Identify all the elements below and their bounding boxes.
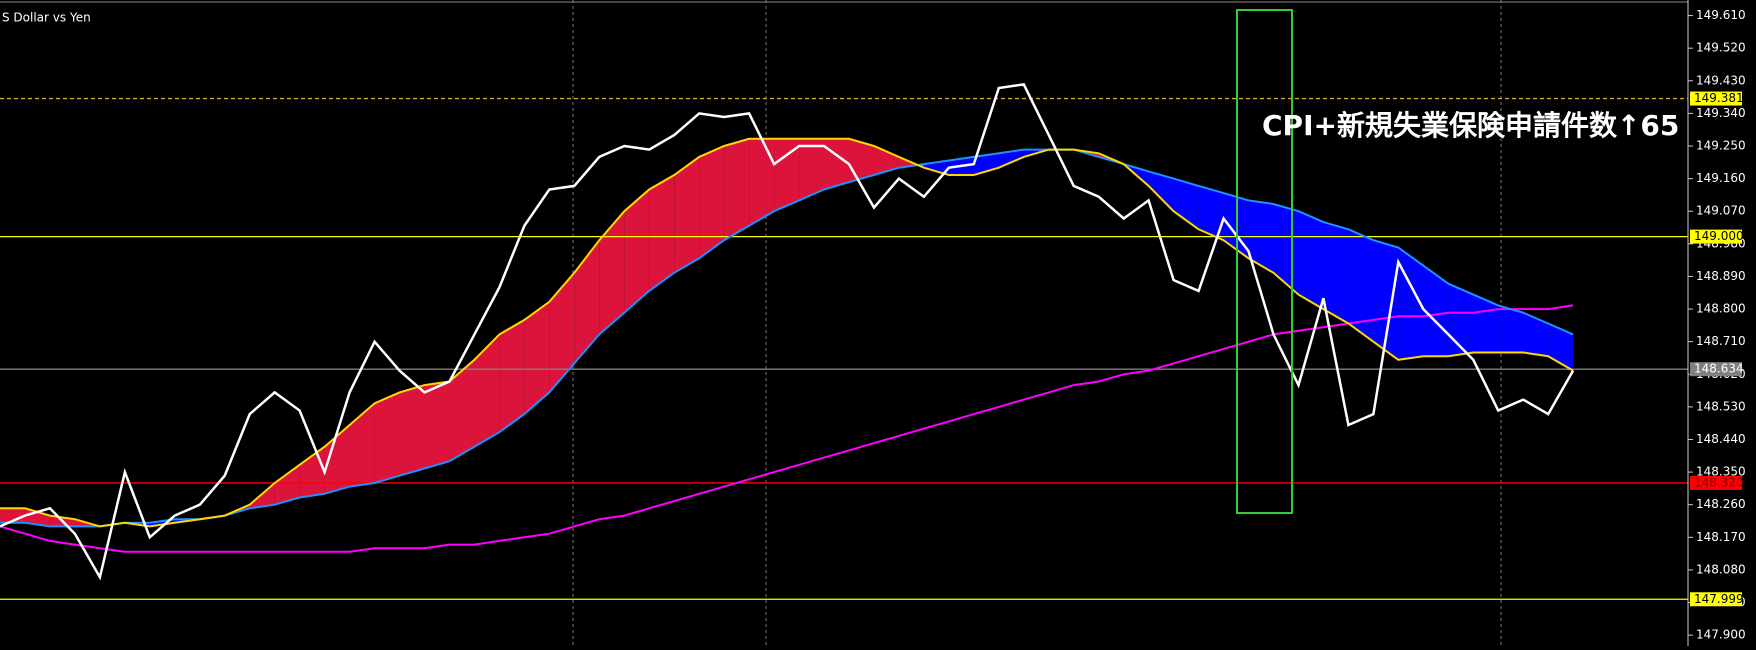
- y-tick-label: 148.890: [1696, 269, 1746, 283]
- y-tick-label: 148.350: [1696, 465, 1746, 479]
- level-label: 147.999: [1694, 592, 1744, 606]
- cloud-fill: [1198, 185, 1224, 241]
- y-tick-label: 149.160: [1696, 171, 1746, 185]
- cloud-fill: [424, 381, 450, 469]
- cloud-fill: [399, 385, 425, 476]
- cloud-fill: [749, 138, 775, 226]
- moving-average: [0, 304, 1574, 553]
- cloud-fill: [799, 138, 825, 201]
- cloud-fill: [574, 240, 600, 364]
- moving-average: [0, 137, 1574, 528]
- cloud-fill: [824, 138, 849, 190]
- y-tick-label: 148.530: [1696, 399, 1746, 413]
- cloud-fill: [499, 319, 525, 433]
- cloud-fill: [1448, 283, 1474, 357]
- level-label-bg: [1690, 229, 1742, 244]
- cloud-fill: [649, 174, 675, 291]
- y-tick-label: 148.080: [1696, 562, 1746, 576]
- level-label-bg: [1690, 475, 1742, 490]
- y-tick-label: 148.710: [1696, 334, 1746, 348]
- cloud-fill: [624, 189, 650, 313]
- cloud-fill: [524, 301, 550, 415]
- level-label: 148.320: [1694, 475, 1744, 489]
- plot-area: [0, 83, 1688, 600]
- cloud-fill: [699, 146, 725, 259]
- cloud-fill: [873, 146, 899, 175]
- y-tick-label: 149.250: [1696, 139, 1746, 153]
- y-tick-label: 149.520: [1696, 41, 1746, 55]
- cloud-fill: [674, 156, 700, 273]
- level-label-bg: [1690, 362, 1742, 377]
- cloud-fill: [1498, 305, 1524, 353]
- chart-title: S Dollar vs Yen: [2, 11, 91, 25]
- cloud-fill: [1373, 240, 1399, 360]
- cloud-fill: [1148, 171, 1174, 212]
- cloud-fill: [1348, 229, 1374, 342]
- cloud-fill: [848, 138, 874, 183]
- cloud-fill: [374, 392, 400, 483]
- level-label-bg: [1690, 91, 1742, 106]
- price-line: [0, 83, 1575, 581]
- cloud-fill: [549, 272, 575, 393]
- cloud-fill: [449, 359, 475, 462]
- level-label: 149.381: [1694, 91, 1744, 105]
- cloud-fill: [474, 334, 500, 447]
- y-tick-label: 148.170: [1696, 530, 1746, 544]
- level-label: 148.634: [1694, 362, 1744, 376]
- y-tick-label: 149.610: [1696, 8, 1746, 22]
- cloud-fill: [1173, 178, 1199, 230]
- level-label-bg: [1690, 592, 1742, 607]
- y-tick-label: 149.430: [1696, 73, 1746, 87]
- cloud-fill: [349, 403, 375, 487]
- cloud-fill: [998, 149, 1024, 168]
- cloud-fill: [274, 464, 300, 505]
- highlight-box: [1236, 9, 1293, 514]
- cloud-fill: [1523, 312, 1549, 357]
- cloud-fill: [724, 138, 750, 241]
- level-label: 149.000: [1694, 229, 1744, 243]
- annotation: CPI+新規失業保険申請件数↑65: [1262, 109, 1679, 142]
- y-tick-label: 149.070: [1696, 204, 1746, 218]
- cloud-fill: [774, 138, 800, 212]
- cloud-fill: [1298, 211, 1324, 310]
- cloud-fill: [599, 211, 625, 335]
- cloud-fill: [1423, 265, 1449, 357]
- cloud-fill: [1323, 222, 1349, 324]
- y-tick-label: 148.260: [1696, 497, 1746, 511]
- moving-average: [0, 148, 1574, 528]
- y-tick-label: 147.900: [1696, 628, 1746, 642]
- y-tick-label: 148.800: [1696, 302, 1746, 316]
- y-tick-label: 148.440: [1696, 432, 1746, 446]
- y-tick-label: 149.340: [1696, 106, 1746, 120]
